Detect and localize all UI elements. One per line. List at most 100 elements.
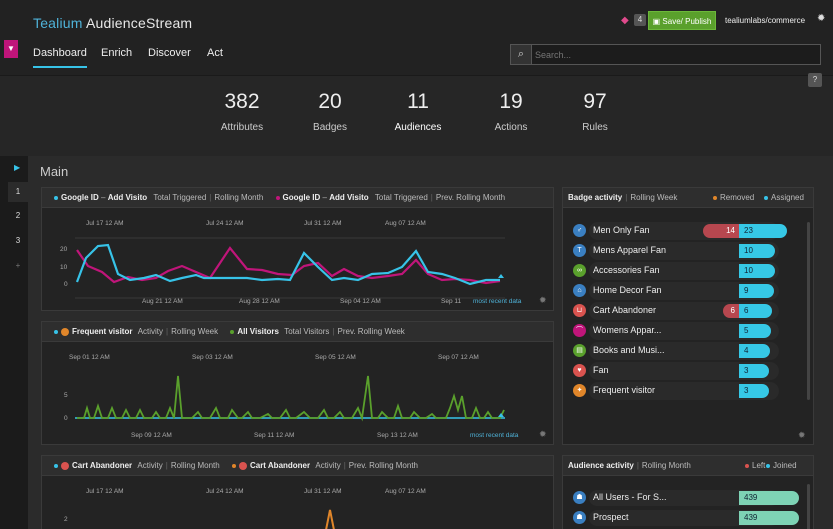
badge-row[interactable]: ♥ Fan 3 [573, 362, 803, 380]
x-tick-label: Jul 17 12 AM [86, 220, 124, 227]
x-tick-label: Sep 13 12 AM [377, 432, 418, 439]
sidebar-item-1[interactable]: 1 [8, 182, 28, 202]
nav-dashboard[interactable]: Dashboard [33, 47, 87, 68]
panel-gear-icon[interactable]: ✹ [539, 295, 547, 305]
stat-value: 19 [499, 90, 523, 113]
series-dot [231, 463, 236, 468]
series-range[interactable]: Prev. Rolling Month [435, 193, 506, 202]
series-name[interactable]: Google ID [61, 193, 99, 202]
account-name[interactable]: tealiumlabs/commerce [725, 16, 806, 25]
series-dot [54, 463, 58, 468]
badge-activity-panel: Badge activity | Rolling Week Removed Assi… [562, 187, 814, 445]
badge-row[interactable]: ⊔ Cart Abandoner 6 6 [573, 302, 803, 320]
series-metric[interactable]: Total Triggered [153, 193, 207, 202]
series-metric[interactable]: Activity [137, 461, 163, 470]
badge-row[interactable]: ♂ Men Only Fan 14 23 [573, 222, 803, 240]
nav-enrich[interactable]: Enrich [101, 47, 133, 59]
gem-icon[interactable]: ◆ [621, 15, 629, 26]
chart-panel-frequent-visitor: Frequent visitor Activity | Rolling Week A… [41, 321, 554, 445]
expand-caret-icon[interactable]: ▶ [14, 163, 21, 172]
badge-label: Home Decor Fan [593, 285, 662, 295]
separator: – [322, 193, 327, 202]
series-range[interactable]: Prev. Rolling Month [348, 461, 418, 470]
badge-row[interactable]: ✦ Frequent visitor 3 [573, 382, 803, 400]
audience-row[interactable]: ☗ All Users - For S... 439 [573, 490, 803, 506]
series-range[interactable]: Rolling Week [171, 327, 219, 336]
save-publish-button[interactable]: ▣ Save/ Publish [648, 11, 716, 30]
stat-audiences[interactable]: 11 Audiences [378, 90, 458, 133]
x-tick-label: Sep 11 12 AM [254, 432, 294, 439]
menu-toggle-icon[interactable]: ▼ [4, 40, 18, 58]
sidebar-item-3[interactable]: 3 [15, 236, 21, 245]
series-name[interactable]: Frequent visitor [72, 327, 133, 336]
series-name[interactable]: Cart Abandoner [72, 461, 133, 470]
glasses-icon: ∞ [573, 264, 586, 277]
gear-icon[interactable]: ✹ [817, 13, 826, 24]
nav-discover[interactable]: Discover [148, 47, 191, 59]
y-tick-label: 20 [60, 246, 68, 253]
stat-actions[interactable]: 19 Actions [471, 90, 551, 133]
series-event[interactable]: Add Visito [329, 193, 369, 202]
panel-gear-icon[interactable]: ✹ [798, 430, 806, 440]
panel-header: Cart Abandoner Activity | Rolling Month Ca… [42, 456, 553, 476]
series-range[interactable]: Rolling Month [170, 461, 220, 470]
audience-label: Prospect [593, 512, 629, 522]
assigned-bar: 3 [739, 384, 770, 398]
most-recent-link[interactable]: most recent data [470, 432, 519, 439]
series-dot [54, 195, 58, 200]
scrollbar[interactable] [807, 484, 810, 529]
book-icon: ▤ [573, 344, 586, 357]
series-name[interactable]: All Visitors [237, 327, 279, 336]
panel-range[interactable]: Rolling Week [630, 193, 678, 202]
assigned-bar: 23 [739, 224, 787, 238]
y-tick-label: 5 [64, 392, 68, 399]
series-range[interactable]: Prev. Rolling Week [337, 327, 405, 336]
stat-label: Badges [313, 122, 347, 133]
badge-bar-track [589, 242, 779, 260]
series-event[interactable]: Add Visito [107, 193, 148, 202]
search-input[interactable] [535, 47, 815, 62]
series-metric[interactable]: Total Triggered [374, 193, 428, 202]
nav-act[interactable]: Act [207, 47, 223, 59]
series-name[interactable]: Google ID [282, 193, 321, 202]
badge-row[interactable]: T Mens Apparel Fan 10 [573, 242, 803, 260]
panel-header: Audience activity | Rolling Month Left Joi… [563, 456, 813, 476]
stat-badges[interactable]: 20 Badges [290, 90, 370, 133]
search-icon[interactable]: ⌕ [511, 45, 532, 64]
series-line-orange [325, 509, 335, 529]
series-metric[interactable]: Activity [137, 327, 164, 336]
badge-row[interactable]: ⌒ Womens Appar... 5 [573, 322, 803, 340]
y-tick-label: 0 [64, 281, 68, 288]
series-range[interactable]: Rolling Month [214, 193, 264, 202]
badge-row[interactable]: ⌂ Home Decor Fan 9 [573, 282, 803, 300]
audience-row[interactable]: ☗ Prospect 439 [573, 510, 803, 526]
series-metric[interactable]: Activity [315, 461, 341, 470]
series-dot [275, 195, 280, 200]
x-tick-label: Jul 24 12 AM [206, 488, 244, 495]
most-recent-link[interactable]: most recent data [473, 298, 522, 305]
help-button[interactable]: ? [808, 73, 822, 87]
legend-left: Left [752, 461, 766, 470]
app-logo[interactable]: Tealium AudienceStream [33, 15, 192, 31]
series-metric[interactable]: Total Visitors [284, 327, 330, 336]
dashboard-sidebar: 1 2 3 + [0, 156, 28, 529]
legend-dot [713, 195, 717, 200]
panel-gear-icon[interactable]: ✹ [539, 429, 547, 439]
x-tick-label: Sep 04 12 AM [340, 298, 381, 305]
stat-rules[interactable]: 97 Rules [555, 90, 635, 133]
sidebar-item-2[interactable]: 2 [15, 211, 21, 220]
panel-range[interactable]: Rolling Month [641, 461, 691, 470]
y-tick-label: 2 [64, 516, 68, 523]
badge-row[interactable]: ∞ Accessories Fan 10 [573, 262, 803, 280]
male-icon: ♂ [573, 224, 586, 237]
save-publish-label: Save/ Publish [662, 17, 712, 26]
badge-bar-track [589, 362, 779, 380]
badge-label: Frequent visitor [593, 385, 656, 395]
assigned-bar: 10 [739, 244, 775, 258]
sidebar-add-button[interactable]: + [15, 261, 21, 270]
series-name[interactable]: Cart Abandoner [249, 461, 311, 470]
scrollbar[interactable] [807, 222, 810, 400]
stat-attributes[interactable]: 382 Attributes [202, 90, 282, 133]
badge-row[interactable]: ▤ Books and Musi... 4 [573, 342, 803, 360]
